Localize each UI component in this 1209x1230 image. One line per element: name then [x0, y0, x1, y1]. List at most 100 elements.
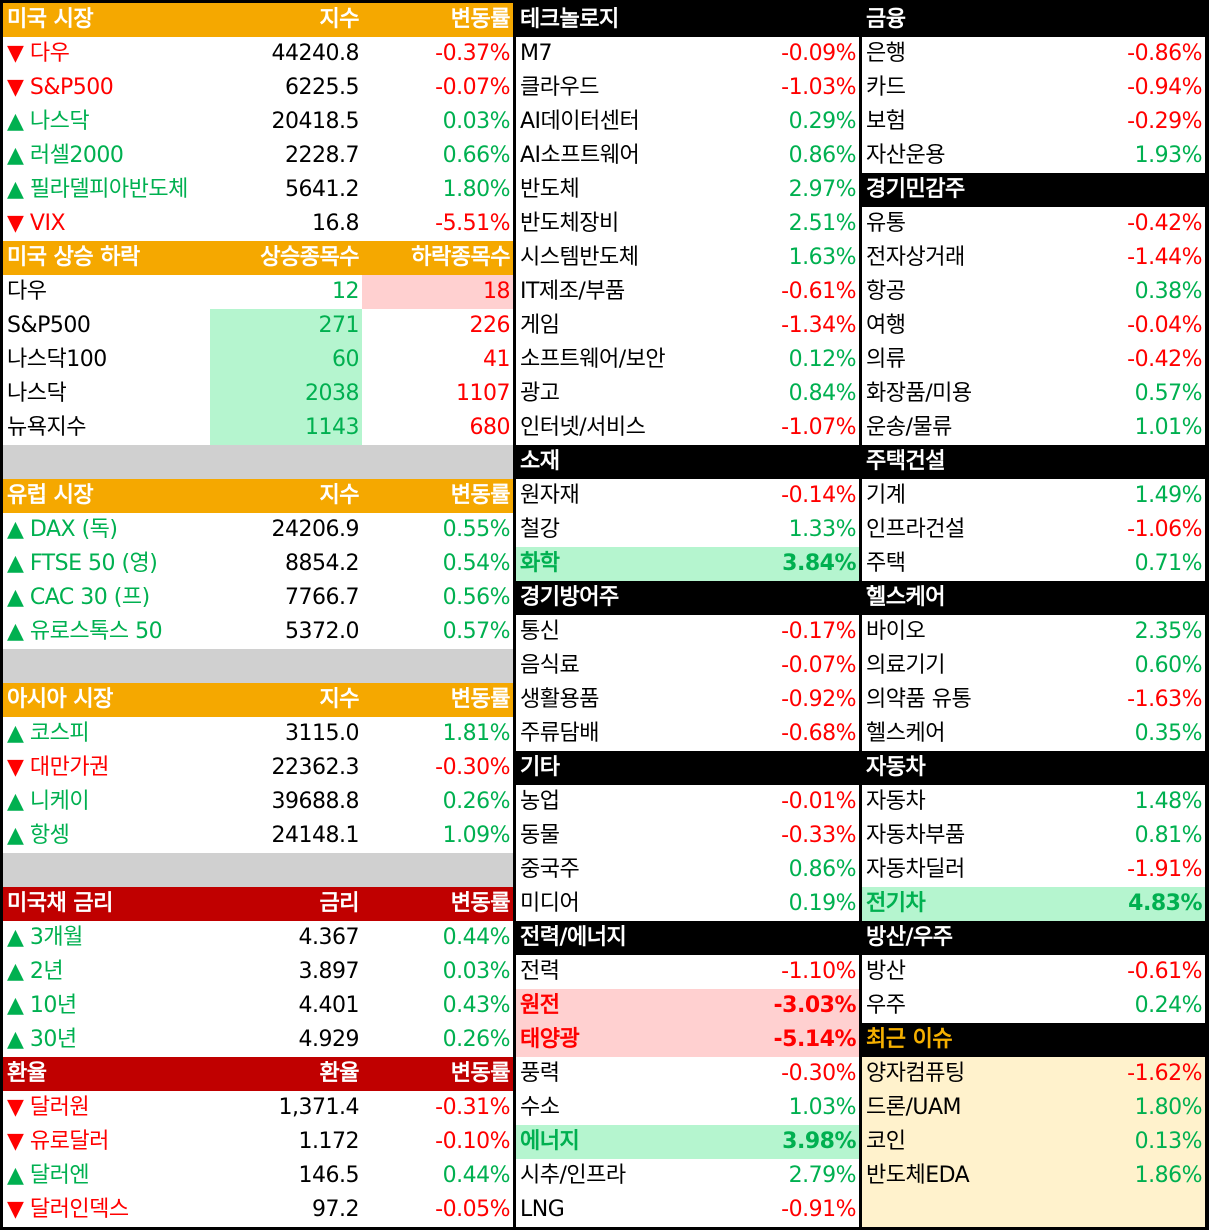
label-cell: 운송/물류 [862, 411, 1116, 445]
label-cell: ▲ 코스피 [3, 717, 210, 751]
value-cell: 0.44% [362, 1159, 513, 1193]
value-cell: -0.30% [362, 751, 513, 785]
value-cell: -0.68% [770, 717, 859, 751]
value-cell: 2.35% [1116, 615, 1205, 649]
section-header: 주택건설 [862, 445, 1205, 479]
label-cell: 나스닥 [3, 377, 210, 411]
section-header: 하락종목수 [362, 241, 513, 275]
label-cell: 인터넷/서비스 [516, 411, 770, 445]
value-cell: 4.367 [210, 921, 362, 955]
label-cell: 나스닥100 [3, 343, 210, 377]
section-header: 미국 상승 하락 [3, 241, 210, 275]
value-cell: 0.26% [362, 1023, 513, 1057]
section-header: 변동률 [362, 3, 513, 37]
label-cell: 다우 [3, 275, 210, 309]
value-cell: 1.80% [362, 173, 513, 207]
value-cell: -1.03% [770, 71, 859, 105]
label-cell: 원전 [516, 989, 770, 1023]
value-cell: 1.172 [210, 1125, 362, 1159]
label-cell: 음식료 [516, 649, 770, 683]
value-cell: 5641.2 [210, 173, 362, 207]
label-cell: 뉴욕지수 [3, 411, 210, 445]
label-cell: 반도체EDA [862, 1159, 1116, 1193]
value-cell: -0.14% [770, 479, 859, 513]
value-cell: 1,371.4 [210, 1091, 362, 1125]
border [0, 0, 3, 1230]
label-cell: 유통 [862, 207, 1116, 241]
label-cell: ▼ 달러원 [3, 1091, 210, 1125]
divider [859, 0, 862, 1230]
value-cell: -0.10% [362, 1125, 513, 1159]
value-cell: 0.71% [1116, 547, 1205, 581]
label-cell: 시스템반도체 [516, 241, 770, 275]
value-cell: 146.5 [210, 1159, 362, 1193]
value-cell: 0.60% [1116, 649, 1205, 683]
border [1205, 0, 1209, 1230]
value-cell: 0.03% [362, 955, 513, 989]
section-header: 변동률 [362, 1057, 513, 1091]
value-cell: -1.62% [1116, 1057, 1205, 1091]
label-cell: 반도체장비 [516, 207, 770, 241]
label-cell: 주택 [862, 547, 1116, 581]
value-cell: 0.86% [770, 853, 859, 887]
value-cell: 1.48% [1116, 785, 1205, 819]
value-cell: 0.56% [362, 581, 513, 615]
section-header: 상승종목수 [210, 241, 362, 275]
label-cell: 화장품/미용 [862, 377, 1116, 411]
label-cell: 의약품 유통 [862, 683, 1116, 717]
value-cell: 0.26% [362, 785, 513, 819]
section-header: 환율 [3, 1057, 210, 1091]
value-cell: -0.17% [770, 615, 859, 649]
value-cell: -0.09% [770, 37, 859, 71]
label-cell: 자산운용 [862, 139, 1116, 173]
value-cell: -5.14% [770, 1023, 859, 1057]
section-header: 헬스케어 [862, 581, 1205, 615]
label-cell: 인프라건설 [862, 513, 1116, 547]
value-cell: 18 [362, 275, 513, 309]
value-cell: 1.03% [770, 1091, 859, 1125]
label-cell: 전기차 [862, 887, 1116, 921]
value-cell: 0.19% [770, 887, 859, 921]
value-cell: 680 [362, 411, 513, 445]
label-cell: ▲ 3개월 [3, 921, 210, 955]
label-cell: 동물 [516, 819, 770, 853]
label-cell: 전자상거래 [862, 241, 1116, 275]
label-cell: 코인 [862, 1125, 1116, 1159]
section-header: 방산/우주 [862, 921, 1205, 955]
label-cell: 소프트웨어/보안 [516, 343, 770, 377]
label-cell: 시추/인프라 [516, 1159, 770, 1193]
label-cell: ▲ 10년 [3, 989, 210, 1023]
value-cell: -0.29% [1116, 105, 1205, 139]
label-cell: 바이오 [862, 615, 1116, 649]
value-cell: 1143 [210, 411, 362, 445]
section-header: 금리 [210, 887, 362, 921]
label-cell: S&P500 [3, 309, 210, 343]
border [0, 0, 1209, 3]
label-cell: 보험 [862, 105, 1116, 139]
value-cell: -0.30% [770, 1057, 859, 1091]
label-cell: ▲ 니케이 [3, 785, 210, 819]
value-cell: -0.04% [1116, 309, 1205, 343]
value-cell: 24148.1 [210, 819, 362, 853]
section-header: 지수 [210, 479, 362, 513]
section-header: 아시아 시장 [3, 683, 210, 717]
section-header: 금융 [862, 3, 1205, 37]
value-cell: 1.49% [1116, 479, 1205, 513]
value-cell: 2038 [210, 377, 362, 411]
value-cell: 0.03% [362, 105, 513, 139]
section-header: 미국채 금리 [3, 887, 210, 921]
label-cell: ▼ 다우 [3, 37, 210, 71]
label-cell: ▼ 유로달러 [3, 1125, 210, 1159]
value-cell: 4.401 [210, 989, 362, 1023]
value-cell: 271 [210, 309, 362, 343]
value-cell: 3.98% [770, 1125, 859, 1159]
value-cell: 1.86% [1116, 1159, 1205, 1193]
value-cell: 6225.5 [210, 71, 362, 105]
label-cell: ▼ 대만가권 [3, 751, 210, 785]
value-cell: 2.79% [770, 1159, 859, 1193]
value-cell: -0.33% [770, 819, 859, 853]
label-cell: 카드 [862, 71, 1116, 105]
value-cell: 0.38% [1116, 275, 1205, 309]
label-cell: AI소프트웨어 [516, 139, 770, 173]
